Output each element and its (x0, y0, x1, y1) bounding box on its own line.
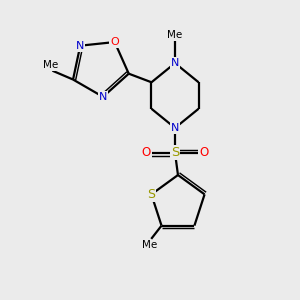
Text: N: N (99, 92, 107, 102)
Text: S: S (147, 188, 155, 201)
Text: Me: Me (142, 240, 158, 250)
Text: Me: Me (43, 60, 58, 70)
Text: O: O (142, 146, 151, 159)
Text: N: N (171, 123, 179, 133)
Text: Me: Me (167, 30, 183, 40)
Text: O: O (199, 146, 208, 159)
Text: S: S (171, 146, 179, 159)
Text: N: N (76, 41, 84, 51)
Text: N: N (171, 58, 179, 68)
Text: O: O (110, 37, 119, 47)
